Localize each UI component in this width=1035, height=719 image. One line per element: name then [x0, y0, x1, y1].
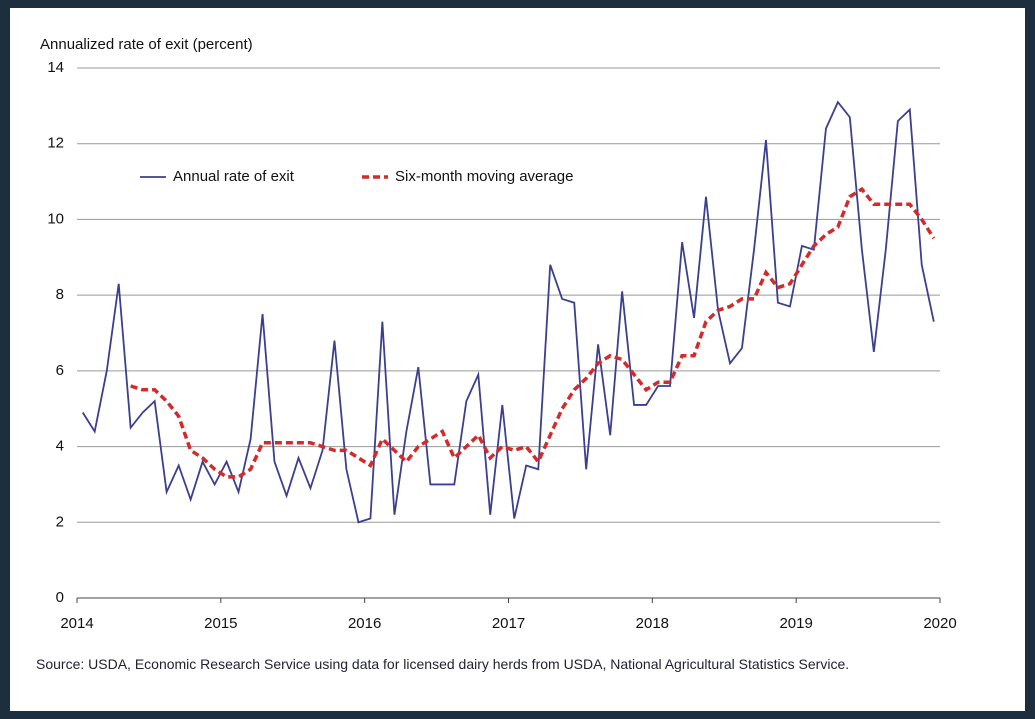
y-tick-label: 2	[56, 513, 64, 530]
series-line	[81, 100, 935, 524]
x-tick-label: 2020	[923, 615, 956, 632]
y-tick-label: 0	[56, 589, 64, 606]
y-tick-label: 4	[56, 438, 64, 455]
y-tick-label: 10	[47, 210, 64, 227]
x-tick-label: 2014	[60, 615, 93, 632]
source-note: Source: USDA, Economic Research Service …	[36, 656, 850, 672]
panel	[10, 8, 1025, 711]
y-tick-label: 12	[47, 135, 64, 152]
x-tick-label: 2019	[779, 615, 812, 632]
x-tick-label: 2017	[492, 615, 525, 632]
legend-label: Six-month moving average	[395, 168, 573, 185]
y-tick-label: 14	[47, 59, 64, 76]
y-tick-label: 6	[56, 362, 64, 379]
y-tick-label: 8	[56, 286, 64, 303]
x-tick-label: 2018	[636, 615, 669, 632]
x-tick-label: 2015	[204, 615, 237, 632]
legend-label: Annual rate of exit	[173, 168, 295, 185]
x-tick-label: 2016	[348, 615, 381, 632]
y-axis-title: Annualized rate of exit (percent)	[40, 36, 253, 53]
series-line	[130, 186, 936, 479]
